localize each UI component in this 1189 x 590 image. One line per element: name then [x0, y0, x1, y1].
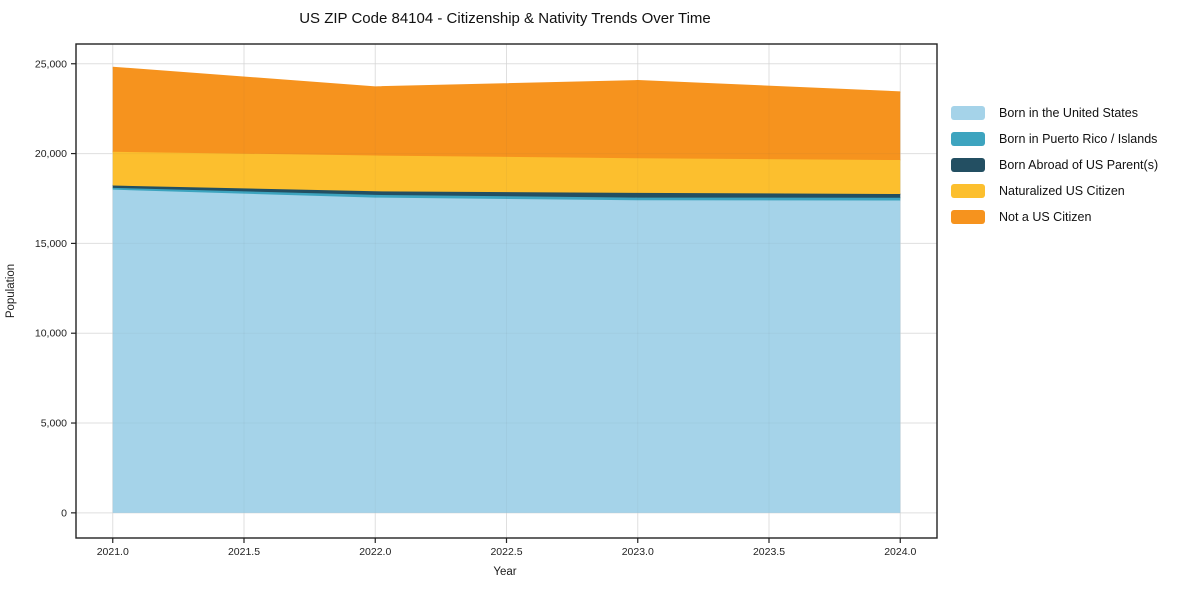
- legend-label: Born in the United States: [999, 106, 1138, 120]
- x-tick-label: 2022.0: [359, 546, 391, 558]
- legend-item-born-abroad-of-us-parent-s[interactable]: Born Abroad of US Parent(s): [951, 158, 1158, 172]
- y-tick-label: 5,000: [41, 418, 67, 430]
- legend-label: Naturalized US Citizen: [999, 184, 1125, 198]
- x-tick-label: 2023.5: [753, 546, 785, 558]
- area-born-in-puerto-rico-islands: [112, 187, 901, 201]
- y-tick-label: 15,000: [35, 238, 67, 250]
- plot-area: 2021.0 2021.5 2022.0 2022.5 2023.0 2023.5 2024…: [35, 43, 938, 558]
- legend-label: Not a US Citizen: [999, 210, 1092, 224]
- legend-item-not-a-us-citizen[interactable]: Not a US Citizen: [951, 210, 1158, 224]
- x-axis-title: Year: [493, 566, 516, 578]
- area-born-abroad-of-us-parent-s: [112, 185, 901, 198]
- area-line-born-in-puerto-rico-islands: [112, 187, 901, 199]
- x-tick-label: 2021.5: [228, 546, 260, 558]
- legend-swatch: [951, 106, 985, 120]
- y-axis-title: Population: [5, 264, 17, 318]
- x-tick-label: 2021.0: [97, 546, 129, 558]
- area-naturalized-us-citizen: [112, 151, 901, 194]
- y-tick-label: 10,000: [35, 328, 67, 340]
- legend-label: Born Abroad of US Parent(s): [999, 158, 1159, 172]
- legend-swatch: [951, 158, 985, 172]
- legend-swatch: [951, 132, 985, 146]
- legend-swatch: [951, 184, 985, 198]
- x-tick-label: 2024.0: [884, 546, 916, 558]
- y-tick-label: 20,000: [35, 148, 67, 160]
- x-tick-label: 2022.5: [490, 546, 522, 558]
- x-tick-label: 2023.0: [622, 546, 654, 558]
- legend: Born in the United States Born in Puerto …: [951, 106, 1158, 224]
- legend-swatch: [951, 210, 985, 224]
- legend-item-born-in-the-united-states[interactable]: Born in the United States: [951, 106, 1158, 120]
- y-tick-label: 0: [61, 507, 67, 519]
- area-born-in-the-united-states: [112, 189, 901, 513]
- legend-label: Born in Puerto Rico / Islands: [999, 132, 1158, 146]
- area-not-a-us-citizen: [112, 67, 901, 161]
- chart-title: US ZIP Code 84104 - Citizenship & Nativi…: [299, 10, 711, 27]
- y-tick-label: 25,000: [35, 58, 67, 70]
- legend-item-naturalized-us-citizen[interactable]: Naturalized US Citizen: [951, 184, 1158, 198]
- area-line-not-a-us-citizen: [112, 66, 901, 93]
- legend-item-born-in-puerto-rico-islands[interactable]: Born in Puerto Rico / Islands: [951, 132, 1158, 146]
